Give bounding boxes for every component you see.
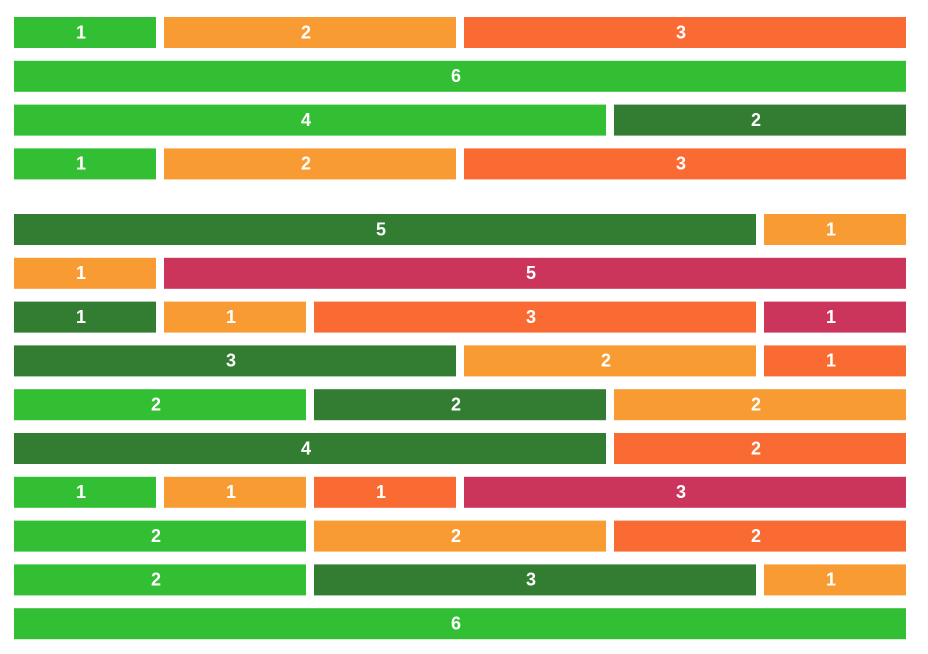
bar-segment-label: 2 [751, 526, 761, 546]
bar-segment-label: 2 [601, 351, 611, 371]
bar-segment-label: 2 [151, 394, 161, 414]
bar-segment [614, 104, 906, 136]
bar-row: 2 2 2 [14, 389, 906, 421]
bar-segment-label: 1 [826, 351, 836, 371]
bar-segment-label: 1 [226, 307, 236, 327]
bar-segment [14, 214, 756, 245]
bar-segment-label: 3 [526, 307, 536, 327]
bar-segment-label: 6 [451, 66, 461, 86]
bar-segment [14, 345, 456, 377]
bar-segment [14, 389, 306, 421]
bar-segment-label: 3 [526, 570, 536, 590]
bar-segment-label: 1 [226, 482, 236, 502]
bar-segment [14, 148, 156, 180]
bar-segment [464, 148, 906, 180]
bar-segment-label: 3 [676, 22, 686, 42]
bar-row: 6 [14, 608, 906, 640]
bars-layer: 1 2 364 21 2 35 11 51 1 3 13 2 12 2 24 21 1 1 32 2 22 3 16 [14, 17, 906, 640]
bar-segment-label: 3 [676, 482, 686, 502]
bar-segment-label: 5 [526, 263, 536, 283]
bar-row: 1 2 3 [14, 148, 906, 180]
bar-segment [314, 389, 606, 421]
bar-segment [314, 564, 756, 596]
bar-segment-label: 1 [76, 482, 86, 502]
bar-segment-label: 4 [301, 438, 311, 458]
bar-segment [14, 17, 156, 48]
bar-segment-label: 1 [826, 307, 836, 327]
bar-segment [164, 476, 306, 508]
bar-segment [314, 476, 456, 508]
bar-segment-label: 1 [76, 307, 86, 327]
bar-segment [14, 564, 306, 596]
bar-segment-label: 3 [676, 154, 686, 174]
bar-row: 2 2 2 [14, 520, 906, 552]
bar-segment-label: 2 [451, 394, 461, 414]
bar-segment-label: 1 [376, 482, 386, 502]
bar-segment [14, 60, 906, 92]
bar-segment-label: 4 [301, 110, 311, 130]
bar-segment-label: 1 [76, 154, 86, 174]
bar-segment [14, 104, 606, 136]
bar-segment [164, 17, 456, 48]
bar-row: 1 1 1 3 [14, 476, 906, 508]
bar-segment-label: 2 [751, 394, 761, 414]
bar-segment [314, 520, 606, 552]
bar-segment [614, 389, 906, 421]
bar-segment-label: 1 [826, 570, 836, 590]
bar-segment [614, 520, 906, 552]
bar-row: 2 3 1 [14, 564, 906, 596]
bar-segment-label: 2 [451, 526, 461, 546]
bar-segment [464, 345, 756, 377]
bar-segment-label: 3 [226, 351, 236, 371]
bar-segment [464, 17, 906, 48]
bar-segment [614, 433, 906, 464]
bar-segment-label: 2 [751, 110, 761, 130]
bar-segment-label: 2 [151, 526, 161, 546]
bar-segment [14, 301, 156, 333]
bar-segment [764, 345, 906, 377]
bar-segment [14, 433, 606, 464]
bar-segment [164, 257, 906, 289]
bar-segment-label: 5 [376, 219, 386, 239]
bar-segment-label: 1 [76, 22, 86, 42]
bar-segment-label: 2 [301, 154, 311, 174]
bar-segment [314, 301, 756, 333]
bar-row: 1 2 3 [14, 17, 906, 48]
bar-segment-label: 1 [826, 219, 836, 239]
bar-segment [14, 257, 156, 289]
bar-segment-label: 2 [751, 438, 761, 458]
bar-segment [14, 520, 306, 552]
bar-segment [764, 214, 906, 245]
bar-segment [464, 476, 906, 508]
bar-row: 1 1 3 1 [14, 301, 906, 333]
bar-segment [164, 148, 456, 180]
bar-segment-label: 6 [451, 613, 461, 633]
bar-segment-label: 2 [151, 570, 161, 590]
bar-row: 6 [14, 60, 906, 92]
bar-segment [764, 564, 906, 596]
bar-segment [14, 476, 156, 508]
bar-segment-label: 2 [301, 22, 311, 42]
bar-segment [164, 301, 306, 333]
bar-segment [764, 301, 906, 333]
bar-row: 3 2 1 [14, 345, 906, 377]
bar-segment [14, 608, 906, 640]
bar-segment-label: 1 [76, 263, 86, 283]
